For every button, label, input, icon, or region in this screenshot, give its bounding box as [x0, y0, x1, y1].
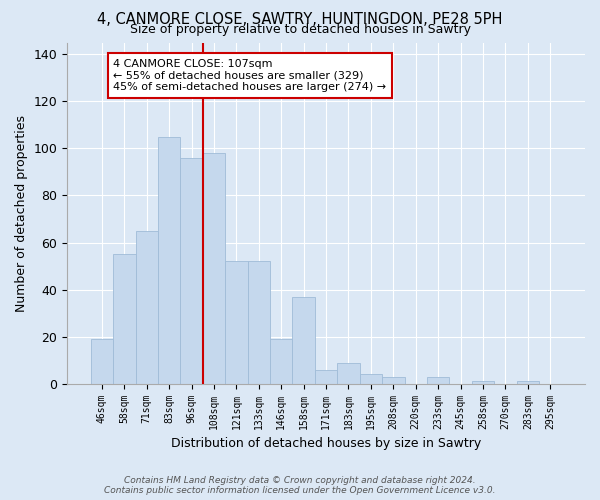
- Bar: [382, 376, 404, 384]
- Bar: [337, 362, 360, 384]
- Text: Contains HM Land Registry data © Crown copyright and database right 2024.
Contai: Contains HM Land Registry data © Crown c…: [104, 476, 496, 495]
- Bar: [113, 254, 136, 384]
- Bar: [517, 382, 539, 384]
- Bar: [248, 262, 270, 384]
- Bar: [181, 158, 203, 384]
- Y-axis label: Number of detached properties: Number of detached properties: [15, 114, 28, 312]
- Text: 4, CANMORE CLOSE, SAWTRY, HUNTINGDON, PE28 5PH: 4, CANMORE CLOSE, SAWTRY, HUNTINGDON, PE…: [97, 12, 503, 28]
- Text: Size of property relative to detached houses in Sawtry: Size of property relative to detached ho…: [130, 22, 470, 36]
- Bar: [158, 136, 181, 384]
- X-axis label: Distribution of detached houses by size in Sawtry: Distribution of detached houses by size …: [171, 437, 481, 450]
- Bar: [360, 374, 382, 384]
- Bar: [427, 376, 449, 384]
- Bar: [472, 382, 494, 384]
- Bar: [225, 262, 248, 384]
- Bar: [270, 339, 292, 384]
- Bar: [203, 153, 225, 384]
- Text: 4 CANMORE CLOSE: 107sqm
← 55% of detached houses are smaller (329)
45% of semi-d: 4 CANMORE CLOSE: 107sqm ← 55% of detache…: [113, 59, 386, 92]
- Bar: [315, 370, 337, 384]
- Bar: [91, 339, 113, 384]
- Bar: [292, 296, 315, 384]
- Bar: [136, 230, 158, 384]
